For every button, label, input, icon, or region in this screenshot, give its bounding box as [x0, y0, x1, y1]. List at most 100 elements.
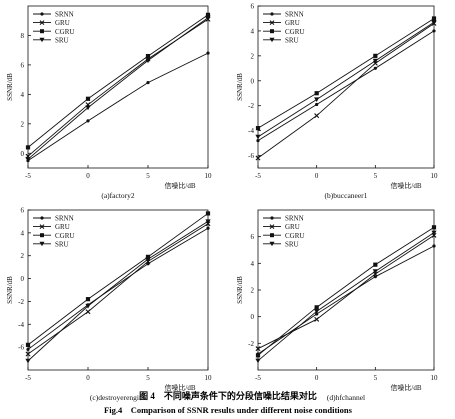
y-tick-label: 0 [21, 150, 25, 158]
series-line-sru [257, 232, 435, 362]
data-point-srnn [315, 102, 319, 107]
y-tick-label: 0 [251, 313, 255, 321]
panel-caption: (b)buccaneer1 [325, 191, 368, 200]
data-point-cgru [314, 305, 319, 310]
plot-frame [257, 5, 435, 169]
series-line-cgru [27, 213, 209, 346]
legend-marker [39, 37, 45, 43]
y-tick-label: 8 [21, 32, 25, 40]
data-point-srnn [432, 244, 436, 248]
data-point-srnn [256, 138, 260, 143]
data-point-srnn [206, 51, 210, 55]
series-line-srnn [27, 52, 209, 162]
data-point-cgru [85, 96, 91, 101]
series-line-srnn [257, 245, 435, 355]
data-point-sru [431, 230, 437, 236]
x-tick-label: 10 [431, 172, 439, 180]
series-line-sru [257, 21, 435, 138]
legend-marker [39, 20, 45, 25]
figure-caption-en: Fig.4 Comparison of SSNR results under d… [104, 405, 353, 415]
data-point-srnn [315, 312, 319, 316]
data-point-sru [25, 358, 31, 364]
legend-label: SRNN [55, 215, 74, 223]
data-point-sru [85, 105, 91, 111]
data-point-cgru [431, 16, 437, 21]
data-point-srnn [206, 226, 210, 230]
legend-marker [270, 216, 274, 220]
plot-frame [27, 209, 209, 371]
y-axis-label: SSNR/dB [6, 276, 14, 304]
data-point-cgru [205, 211, 211, 216]
y-axis-label: SSNR/dB [236, 73, 244, 101]
data-point-sru [314, 97, 320, 103]
legend-marker [39, 224, 45, 229]
y-tick-label: -6 [248, 152, 254, 160]
y-tick-label: 6 [251, 3, 255, 11]
legend-label: CGRU [55, 232, 74, 240]
data-point-cgru [431, 225, 437, 230]
x-tick-label: 10 [431, 374, 439, 382]
x-tick-label: 0 [86, 374, 90, 382]
chart-panel-1: -5 0 5 10 -6 -4 -2 0 2 4 6 信噪比/dB SSNR/dB (b)buccanee… [236, 3, 438, 201]
data-point-gru [255, 346, 261, 352]
legend-label: SRU [285, 240, 299, 248]
legend-marker [40, 233, 44, 238]
legend-label: CGRU [285, 232, 304, 240]
data-point-cgru [205, 12, 211, 17]
y-tick-label: 2 [251, 52, 255, 60]
legend-marker [269, 20, 275, 25]
x-tick-label: -5 [255, 374, 261, 382]
figure-caption-cn: 图 4 不同噪声条件下的分段信噪比结果对比 [139, 390, 317, 401]
x-tick-label: 5 [374, 374, 378, 382]
panel-caption: (d)hfchannel [327, 393, 365, 402]
legend-label: SRU [55, 240, 69, 248]
legend-label: SRNN [285, 215, 304, 223]
y-tick-label: 0 [251, 77, 255, 85]
data-point-sru [255, 358, 261, 364]
y-tick-label: 0 [21, 275, 25, 283]
legend-label: GRU [55, 223, 70, 231]
chart-panel-2: -5 0 5 10 -6 -4 -2 0 2 4 6 信噪比/dB SSNR/dB (c)destroye… [6, 207, 212, 403]
legend-label: SRU [55, 36, 69, 44]
y-tick-label: 2 [21, 252, 25, 260]
legend-label: GRU [55, 19, 70, 27]
data-point-sru [145, 58, 151, 64]
data-point-cgru [255, 353, 261, 358]
y-tick-label: -6 [18, 344, 24, 352]
y-tick-label: -2 [248, 102, 254, 110]
y-tick-label: 6 [251, 233, 255, 241]
legend-label: SRNN [285, 11, 304, 19]
x-tick-label: 0 [315, 374, 319, 382]
x-tick-label: 0 [315, 172, 319, 180]
y-axis-label: SSNR/dB [236, 276, 244, 304]
series-line-sru [27, 221, 209, 362]
panel-caption: (a)factory2 [101, 191, 135, 200]
chart-panel-0: -5 0 5 10 0 2 4 6 8 信噪比/dB SSNR/dB (a)factory2 SRNNG… [6, 5, 212, 200]
legend-label: SRU [285, 36, 299, 44]
data-point-srnn [86, 119, 90, 123]
series-line-cgru [257, 226, 435, 356]
legend-label: GRU [285, 223, 300, 231]
x-axis-label: 信噪比/dB [390, 181, 421, 190]
legend-label: SRNN [55, 11, 74, 19]
data-point-cgru [255, 126, 261, 131]
data-point-gru [85, 309, 91, 315]
data-point-sru [372, 269, 378, 274]
plot-frame [27, 5, 209, 169]
y-tick-label: 6 [21, 207, 25, 215]
series-line-sru [27, 17, 209, 160]
data-point-gru [25, 351, 31, 357]
x-axis-label: 信噪比/dB [164, 181, 195, 190]
legend-marker [270, 12, 274, 16]
x-tick-label: 5 [146, 172, 150, 180]
data-point-gru [255, 155, 261, 161]
series-line-gru [257, 23, 435, 159]
y-tick-label: 2 [21, 120, 25, 128]
legend-label: CGRU [285, 28, 304, 36]
legend-marker [269, 37, 275, 43]
legend-marker [270, 233, 274, 238]
data-point-sru [255, 134, 261, 140]
data-point-srnn [432, 29, 436, 33]
series-line-srnn [27, 227, 209, 350]
